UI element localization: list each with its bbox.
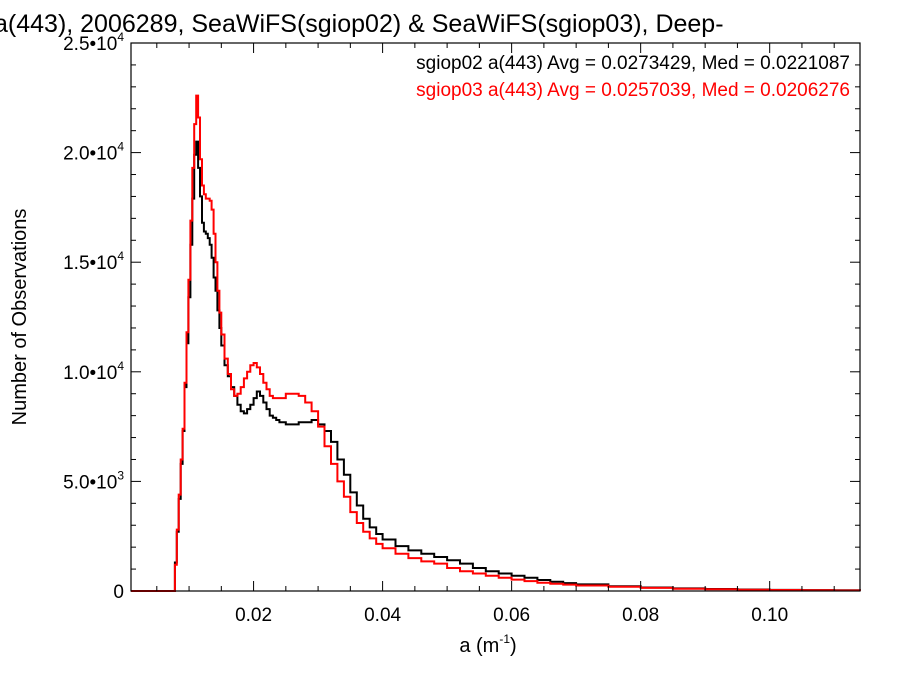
x-axis-label-text: a (m [459, 635, 499, 657]
y-tick-label: 5.0•103 [63, 468, 124, 493]
y-tick-label: 2.5•104 [63, 30, 124, 55]
x-tick-label: 0.06 [493, 605, 530, 626]
series-layer [131, 94, 861, 592]
y-tick-label: 0 [113, 582, 124, 603]
y-tick-label: 2.0•104 [63, 140, 124, 165]
y-axis-label: Number of Observations [9, 209, 31, 426]
x-tick-label: 0.08 [622, 605, 659, 626]
legend: sgiop02 a(443) Avg = 0.0273429, Med = 0.… [416, 53, 850, 101]
series-line-sgiop03 [131, 94, 861, 592]
legend-entry-sgiop02: sgiop02 a(443) Avg = 0.0273429, Med = 0.… [416, 53, 850, 74]
plot-frame [130, 42, 861, 592]
chart-title: a(443), 2006289, SeaWiFS(sgiop02) & SeaW… [0, 10, 724, 38]
x-tick-label: 0.04 [364, 605, 401, 626]
y-tick-label: 1.0•104 [63, 359, 124, 384]
x-tick-label: 0.02 [235, 605, 272, 626]
x-axis-label-superscript: -1 [499, 632, 510, 646]
x-axis-label-close: ) [510, 635, 517, 657]
axes-layer: 0.02 0.04 0.06 0.08 0.10 0 5.0•103 1.0•104 1.5•1… [63, 30, 861, 626]
series-line-sgiop02 [131, 140, 861, 592]
y-tick-label: 1.5•104 [63, 249, 124, 274]
x-axis-label: a (m-1) [459, 632, 516, 657]
x-tick-label: 0.10 [751, 605, 788, 626]
legend-entry-sgiop03: sgiop03 a(443) Avg = 0.0257039, Med = 0.… [416, 80, 850, 101]
